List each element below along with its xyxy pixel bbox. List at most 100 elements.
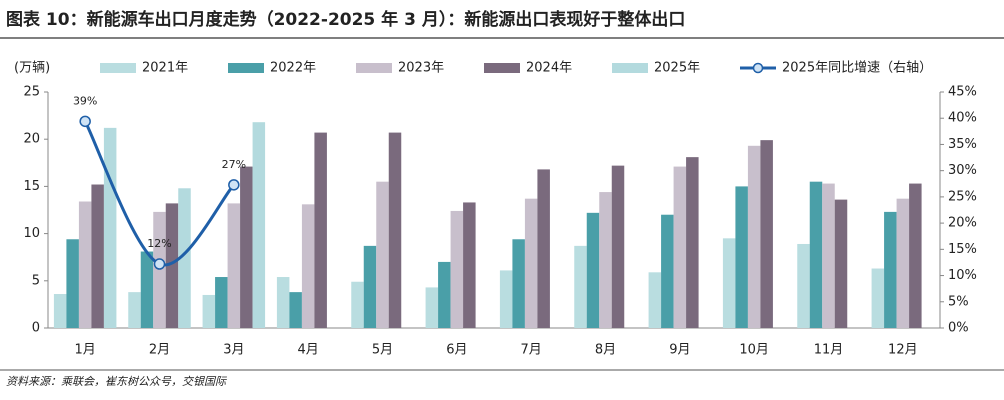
source: 资料来源：乘联会，崔东树公众号，交银国际 bbox=[6, 375, 227, 388]
bar bbox=[103, 127, 117, 328]
bar bbox=[524, 198, 538, 328]
y2-tick-label: 10% bbox=[948, 268, 977, 283]
y-tick-label: 0 bbox=[32, 321, 40, 336]
data-label: 27% bbox=[222, 158, 246, 171]
bar bbox=[91, 184, 104, 328]
bar bbox=[512, 239, 525, 328]
bar bbox=[53, 294, 67, 328]
bar bbox=[78, 201, 92, 328]
bar bbox=[178, 188, 191, 328]
bar bbox=[884, 211, 897, 328]
bar bbox=[822, 183, 835, 328]
bar bbox=[673, 166, 687, 328]
bar bbox=[376, 181, 389, 328]
bar bbox=[909, 183, 922, 328]
chart-title: 图表 10：新能源车出口月度走势（2022-2025 年 3 月）：新能源出口表… bbox=[6, 9, 685, 30]
bar bbox=[722, 238, 736, 328]
legend-label: 2025年同比增速（右轴） bbox=[782, 61, 932, 76]
x-tick-label: 10月 bbox=[739, 343, 769, 358]
legend-swatch bbox=[100, 63, 136, 73]
bar bbox=[438, 261, 451, 328]
bar bbox=[425, 287, 439, 328]
bar bbox=[289, 292, 302, 328]
y-tick-label: 10 bbox=[23, 226, 40, 241]
legend-label: 2022年 bbox=[270, 61, 316, 76]
line-marker bbox=[79, 115, 91, 128]
bar bbox=[661, 214, 674, 328]
bar bbox=[165, 203, 179, 328]
bar bbox=[153, 211, 166, 328]
x-tick-label: 6月 bbox=[446, 343, 467, 358]
y2-tick-label: 45% bbox=[948, 85, 977, 100]
bar bbox=[648, 272, 662, 328]
x-tick-label: 2月 bbox=[149, 343, 170, 358]
y2-tick-label: 35% bbox=[948, 137, 977, 152]
legend-swatch bbox=[484, 63, 520, 73]
x-tick-label: 8月 bbox=[595, 343, 616, 358]
x-tick-label: 9月 bbox=[669, 343, 690, 358]
bar bbox=[215, 277, 228, 328]
bar bbox=[363, 245, 377, 328]
bar bbox=[797, 243, 810, 328]
line-marker bbox=[228, 179, 240, 191]
x-tick-label: 7月 bbox=[521, 343, 542, 358]
bar bbox=[227, 203, 241, 328]
y-tick-label: 25 bbox=[23, 85, 40, 100]
bar bbox=[735, 186, 748, 328]
x-tick-label: 3月 bbox=[223, 343, 244, 358]
bar bbox=[586, 212, 600, 328]
data-label: 39% bbox=[73, 94, 97, 107]
bar bbox=[599, 192, 612, 328]
y2-tick-label: 5% bbox=[948, 294, 969, 309]
y2-tick-label: 30% bbox=[948, 163, 977, 178]
y2-tick-label: 0% bbox=[948, 321, 969, 336]
bar bbox=[66, 239, 79, 328]
bar bbox=[240, 166, 253, 328]
y-axis-label: (万辆) bbox=[14, 61, 50, 76]
y-tick-label: 20 bbox=[23, 132, 40, 147]
line-marker bbox=[153, 258, 166, 270]
y2-tick-label: 20% bbox=[948, 216, 977, 231]
legend-swatch bbox=[612, 63, 648, 73]
data-label: 12% bbox=[147, 237, 171, 250]
bar bbox=[450, 210, 464, 328]
bar bbox=[747, 145, 761, 328]
legend-swatch bbox=[228, 63, 264, 73]
x-tick-label: 11月 bbox=[814, 343, 844, 358]
bar bbox=[463, 202, 476, 328]
bar bbox=[809, 181, 823, 328]
x-tick-label: 5月 bbox=[372, 343, 393, 358]
bar bbox=[834, 199, 848, 328]
bar bbox=[351, 281, 364, 328]
x-tick-label: 4月 bbox=[298, 343, 319, 358]
y2-tick-label: 15% bbox=[948, 242, 977, 257]
legend-swatch bbox=[752, 62, 764, 74]
bar bbox=[276, 277, 290, 328]
bar bbox=[301, 204, 315, 328]
legend-label: 2023年 bbox=[398, 61, 444, 76]
bar bbox=[140, 251, 154, 328]
legend-label: 2025年 bbox=[654, 61, 700, 76]
bar bbox=[686, 157, 699, 328]
y-tick-label: 15 bbox=[23, 179, 40, 194]
bar bbox=[574, 245, 587, 328]
legend-label: 2021年 bbox=[142, 61, 188, 76]
y2-tick-label: 40% bbox=[948, 111, 977, 126]
bar bbox=[896, 198, 910, 328]
legend-label: 2024年 bbox=[526, 61, 572, 76]
bar bbox=[314, 132, 327, 328]
legend-swatch bbox=[356, 63, 392, 73]
bar bbox=[611, 165, 625, 328]
x-tick-label: 12月 bbox=[888, 343, 918, 358]
bar bbox=[252, 122, 266, 328]
bar bbox=[760, 140, 773, 328]
bar bbox=[537, 169, 550, 328]
bar bbox=[128, 292, 141, 328]
x-tick-label: 1月 bbox=[75, 343, 96, 358]
y2-tick-label: 25% bbox=[948, 189, 977, 204]
bar bbox=[388, 132, 402, 328]
bar bbox=[871, 268, 885, 328]
bar bbox=[499, 270, 513, 328]
y-tick-label: 5 bbox=[32, 273, 40, 288]
